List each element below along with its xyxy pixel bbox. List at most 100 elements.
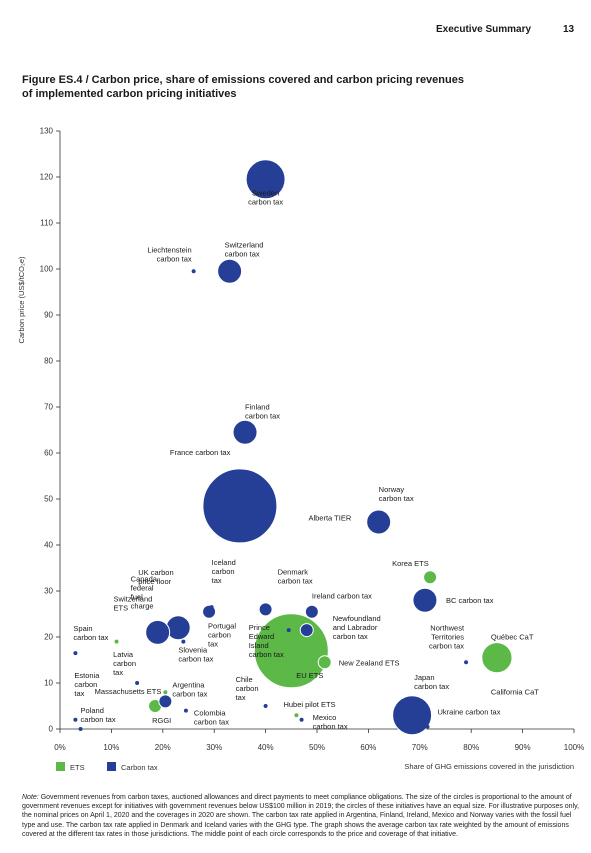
label-mexico-carbon-tax: Mexico carbon tax bbox=[313, 713, 348, 731]
label-ireland-carbon-tax: Ireland carbon tax bbox=[312, 592, 372, 601]
figure-title-line-2: of implemented carbon pricing initiative… bbox=[22, 88, 237, 100]
bubble-prince-edward-island-carbon-tax bbox=[286, 628, 291, 633]
x-tick-label: 70% bbox=[412, 743, 428, 752]
y-tick-label: 50 bbox=[44, 495, 53, 504]
x-tick-label: 60% bbox=[360, 743, 376, 752]
label-portugal-carbon-tax: Portugal carbon tax bbox=[208, 622, 236, 649]
bubble-japan-carbon-tax bbox=[392, 695, 433, 736]
note-label: Note: bbox=[22, 794, 39, 801]
y-tick-label: 0 bbox=[49, 725, 54, 734]
label-eu-ets: EU ETS bbox=[296, 671, 323, 680]
label-poland-carbon-tax: Poland carbon tax bbox=[81, 706, 116, 724]
bubble-california-cat bbox=[481, 642, 513, 674]
label-rggi: RGGI bbox=[152, 716, 171, 725]
bubble-switzerland-ets bbox=[114, 639, 119, 644]
label-france-carbon-tax: France carbon tax bbox=[170, 448, 231, 457]
bubble-france-carbon-tax bbox=[202, 468, 278, 544]
bubble-mexico-carbon-tax bbox=[299, 717, 304, 722]
y-tick-label: 80 bbox=[44, 357, 53, 366]
label-iceland-carbon-tax: Iceland carbon tax bbox=[212, 558, 236, 585]
label-northwest-territories-carbon-tax: Northwest Territories carbon tax bbox=[429, 623, 465, 650]
label-slovenia-carbon-tax: Slovenia carbon tax bbox=[178, 646, 213, 664]
legend-label-carbon-tax: Carbon tax bbox=[121, 763, 158, 772]
y-tick-label: 70 bbox=[44, 403, 53, 412]
x-tick-label: 80% bbox=[463, 743, 479, 752]
bubble-alberta-tier bbox=[294, 630, 299, 635]
bubble-chile-carbon-tax bbox=[263, 704, 268, 708]
bubble-northwest-territories-carbon-tax bbox=[464, 660, 469, 665]
bubble-ukraine-carbon-tax bbox=[425, 724, 430, 729]
label-finland-carbon-tax: Finland carbon tax bbox=[245, 402, 280, 420]
figure-title-line-1: Figure ES.4 / Carbon price, share of emi… bbox=[22, 74, 464, 86]
x-tick-label: 90% bbox=[515, 743, 531, 752]
bubble-slovenia-carbon-tax bbox=[181, 639, 186, 644]
label-prince-edward-island-carbon-tax: Prince Edward Island carbon tax bbox=[249, 623, 284, 659]
label-norway-carbon-tax: Norway carbon tax bbox=[379, 485, 414, 503]
label-chile-carbon-tax: Chile carbon tax bbox=[236, 675, 259, 702]
page-number: 13 bbox=[563, 24, 575, 35]
bubble-uk-carbon-price-floor bbox=[165, 615, 191, 641]
x-tick-label: 100% bbox=[564, 743, 584, 752]
y-tick-label: 110 bbox=[40, 219, 53, 228]
label-spain-carbon-tax: Spain carbon tax bbox=[73, 624, 108, 642]
label-denmark-carbon-tax: Denmark carbon tax bbox=[278, 567, 313, 585]
bubble-ireland-carbon-tax bbox=[304, 604, 319, 619]
figure-note: Note: Government revenues from carbon ta… bbox=[22, 793, 582, 839]
x-tick-label: 20% bbox=[155, 743, 171, 752]
y-tick-label: 100 bbox=[40, 265, 54, 274]
bubble-poland-carbon-tax bbox=[78, 727, 83, 731]
legend-swatch-carbon-tax bbox=[107, 762, 116, 771]
label-argentina-carbon-tax: Argentina carbon tax bbox=[172, 680, 207, 698]
y-tick-label: 40 bbox=[44, 541, 53, 550]
label-colombia-carbon-tax: Colombia carbon tax bbox=[194, 709, 229, 727]
label-liechtenstein-carbon-tax: Liechtenstein carbon tax bbox=[147, 245, 191, 263]
label-massachusetts-ets: Massachusetts ETS bbox=[95, 687, 162, 696]
figure-title: Figure ES.4 / Carbon price, share of emi… bbox=[22, 73, 562, 101]
label-alberta-tier: Alberta TIER bbox=[308, 513, 351, 522]
label-california-cat: California CaT bbox=[491, 688, 539, 697]
bubble-bc-carbon-tax bbox=[412, 587, 438, 613]
note-text: Government revenues from carbon taxes, a… bbox=[22, 794, 580, 838]
bubble-norway-carbon-tax bbox=[366, 509, 392, 535]
bubble-switzerland-carbon-tax bbox=[217, 258, 243, 284]
bubble-spain-carbon-tax bbox=[73, 651, 78, 656]
y-tick-label: 60 bbox=[44, 449, 53, 458]
bubble-denmark-carbon-tax bbox=[258, 602, 273, 617]
bubble-hubei-pilot-ets bbox=[294, 713, 299, 718]
bubble-sweden-carbon-tax bbox=[245, 159, 286, 200]
label-canada-federal-fuel-charge: Canada federal fuel charge bbox=[131, 574, 158, 610]
x-axis-label: Share of GHG emissions covered in the ju… bbox=[404, 762, 574, 771]
label-latvia-carbon-tax: Latvia carbon tax bbox=[113, 650, 136, 677]
label-hubei-pilot-ets: Hubei pilot ETS bbox=[283, 700, 335, 709]
label-switzerland-carbon-tax: Switzerland carbon tax bbox=[225, 240, 264, 258]
label-switzerland-ets: Switzerland ETS bbox=[114, 595, 153, 613]
bubble-new-zealand-ets bbox=[317, 655, 332, 670]
label-uk-carbon-price-floor: UK carbon price floor bbox=[138, 568, 173, 586]
legend-label-ets: ETS bbox=[70, 763, 85, 772]
bubble-colombia-carbon-tax bbox=[183, 708, 188, 713]
label-newfoundland-and-labrador-carbon-tax: Newfoundland and Labrador carbon tax bbox=[333, 614, 381, 641]
header-section-title: Executive Summary bbox=[436, 24, 532, 35]
y-tick-label: 130 bbox=[40, 127, 54, 136]
y-tick-label: 30 bbox=[44, 587, 53, 596]
label-new-zealand-ets: New Zealand ETS bbox=[339, 658, 400, 667]
bubble-finland-carbon-tax bbox=[232, 419, 258, 445]
label-qu-bec-cat: Québec CaT bbox=[491, 633, 534, 642]
x-tick-label: 0% bbox=[54, 743, 66, 752]
bubble-liechtenstein-carbon-tax bbox=[191, 269, 196, 274]
label-japan-carbon-tax: Japan carbon tax bbox=[414, 673, 449, 691]
y-tick-label: 120 bbox=[40, 173, 54, 182]
x-tick-label: 10% bbox=[103, 743, 119, 752]
bubble-latvia-carbon-tax bbox=[135, 681, 140, 685]
bubble-massachusetts-ets bbox=[163, 690, 168, 695]
legend-swatch-ets bbox=[56, 762, 65, 771]
bubble-chart: 0 10 20 30 40 50 60 70 80 90 100 110 120 130 0% 10% 20% 3… bbox=[17, 127, 584, 773]
label-korea-ets: Korea ETS bbox=[392, 559, 429, 568]
x-tick-label: 40% bbox=[258, 743, 274, 752]
bubble-canada-federal-fuel-charge bbox=[145, 619, 171, 645]
label-ukraine-carbon-tax: Ukraine carbon tax bbox=[438, 708, 501, 717]
y-tick-label: 10 bbox=[44, 679, 53, 688]
label-bc-carbon-tax: BC carbon tax bbox=[446, 596, 494, 605]
y-tick-label: 90 bbox=[44, 311, 53, 320]
y-tick-label: 20 bbox=[44, 633, 53, 642]
